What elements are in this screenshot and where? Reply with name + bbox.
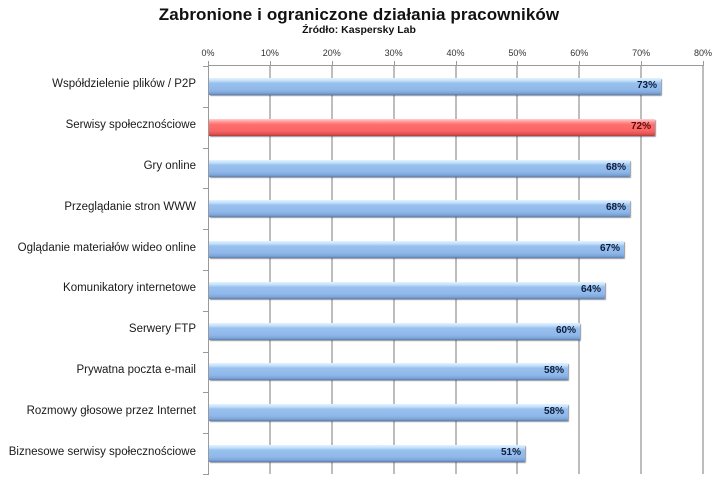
y-tick <box>203 66 208 67</box>
x-tick-label: 60% <box>570 48 589 58</box>
bar-value-label: 72% <box>630 121 651 132</box>
category-label: Serwisy społecznościowe <box>65 119 196 131</box>
y-tick <box>203 188 208 189</box>
y-tick <box>203 392 208 393</box>
bar-value-label: 73% <box>636 80 657 91</box>
category-label: Biznesowe serwisy społecznościowe <box>8 446 196 458</box>
y-tick <box>203 474 208 475</box>
gridline <box>640 66 643 474</box>
y-tick <box>203 148 208 149</box>
x-tick-label: 20% <box>322 48 341 58</box>
category-label: Prywatna poczta e-mail <box>76 364 196 376</box>
category-label: Rozmowy głosowe przez Internet <box>26 405 196 417</box>
category-label: Gry online <box>143 160 196 172</box>
bar: 68% <box>209 200 630 217</box>
y-tick <box>203 229 208 230</box>
bar-value-label: 68% <box>605 202 626 213</box>
gridline <box>578 66 581 474</box>
bar: 72% <box>209 119 655 136</box>
gridline <box>392 66 395 474</box>
x-tick-label: 10% <box>260 48 279 58</box>
y-tick <box>203 433 208 434</box>
bar: 68% <box>209 160 630 177</box>
category-label: Przeglądanie stron WWW <box>64 201 196 213</box>
gridline <box>516 66 519 474</box>
x-tick-label: 30% <box>384 48 403 58</box>
bar: 60% <box>209 323 580 340</box>
bar: 64% <box>209 282 605 299</box>
bar: 58% <box>209 404 568 421</box>
gridline <box>268 66 271 474</box>
bar-value-label: 67% <box>599 243 620 254</box>
bar: 73% <box>209 78 661 95</box>
x-tick <box>331 61 333 66</box>
bar-value-label: 58% <box>543 365 564 376</box>
y-tick <box>203 107 208 108</box>
y-tick <box>203 311 208 312</box>
plot-area: 73% 72% 68% 68% 67% 64% 60% 58% 58% 51% <box>203 61 704 475</box>
x-tick <box>579 61 581 66</box>
x-tick <box>393 61 395 66</box>
bar: 51% <box>209 445 525 462</box>
x-tick-label: 50% <box>508 48 527 58</box>
y-axis-line <box>208 65 209 475</box>
chart-subtitle: Źródło: Kaspersky Lab <box>302 24 416 36</box>
gridline <box>454 66 457 474</box>
bar-value-label: 60% <box>555 325 576 336</box>
category-label: Współdzielenie plików / P2P <box>52 78 196 90</box>
bar-value-label: 64% <box>580 284 601 295</box>
gridline <box>702 66 704 474</box>
y-tick <box>203 352 208 353</box>
bar-value-label: 68% <box>605 162 626 173</box>
x-tick-label: 80% <box>693 48 712 58</box>
bar-value-label: 58% <box>543 406 564 417</box>
y-tick <box>203 270 208 271</box>
x-tick-label: 0% <box>201 48 215 58</box>
x-tick <box>703 61 704 66</box>
bar-value-label: 51% <box>500 447 521 458</box>
x-tick <box>455 61 457 66</box>
chart-title: Zabronione i ograniczone działania praco… <box>158 5 560 24</box>
category-label: Serwery FTP <box>128 323 196 335</box>
x-tick <box>517 61 519 66</box>
category-label: Oglądanie materiałów wideo online <box>17 242 196 254</box>
x-tick <box>269 61 271 66</box>
bar: 58% <box>209 363 568 380</box>
bar: 67% <box>209 241 624 258</box>
x-tick <box>208 61 209 66</box>
category-label: Komunikatory internetowe <box>63 282 196 294</box>
x-tick <box>641 61 643 66</box>
gridline <box>330 66 333 474</box>
x-tick-label: 70% <box>632 48 651 58</box>
x-tick-label: 40% <box>446 48 465 58</box>
